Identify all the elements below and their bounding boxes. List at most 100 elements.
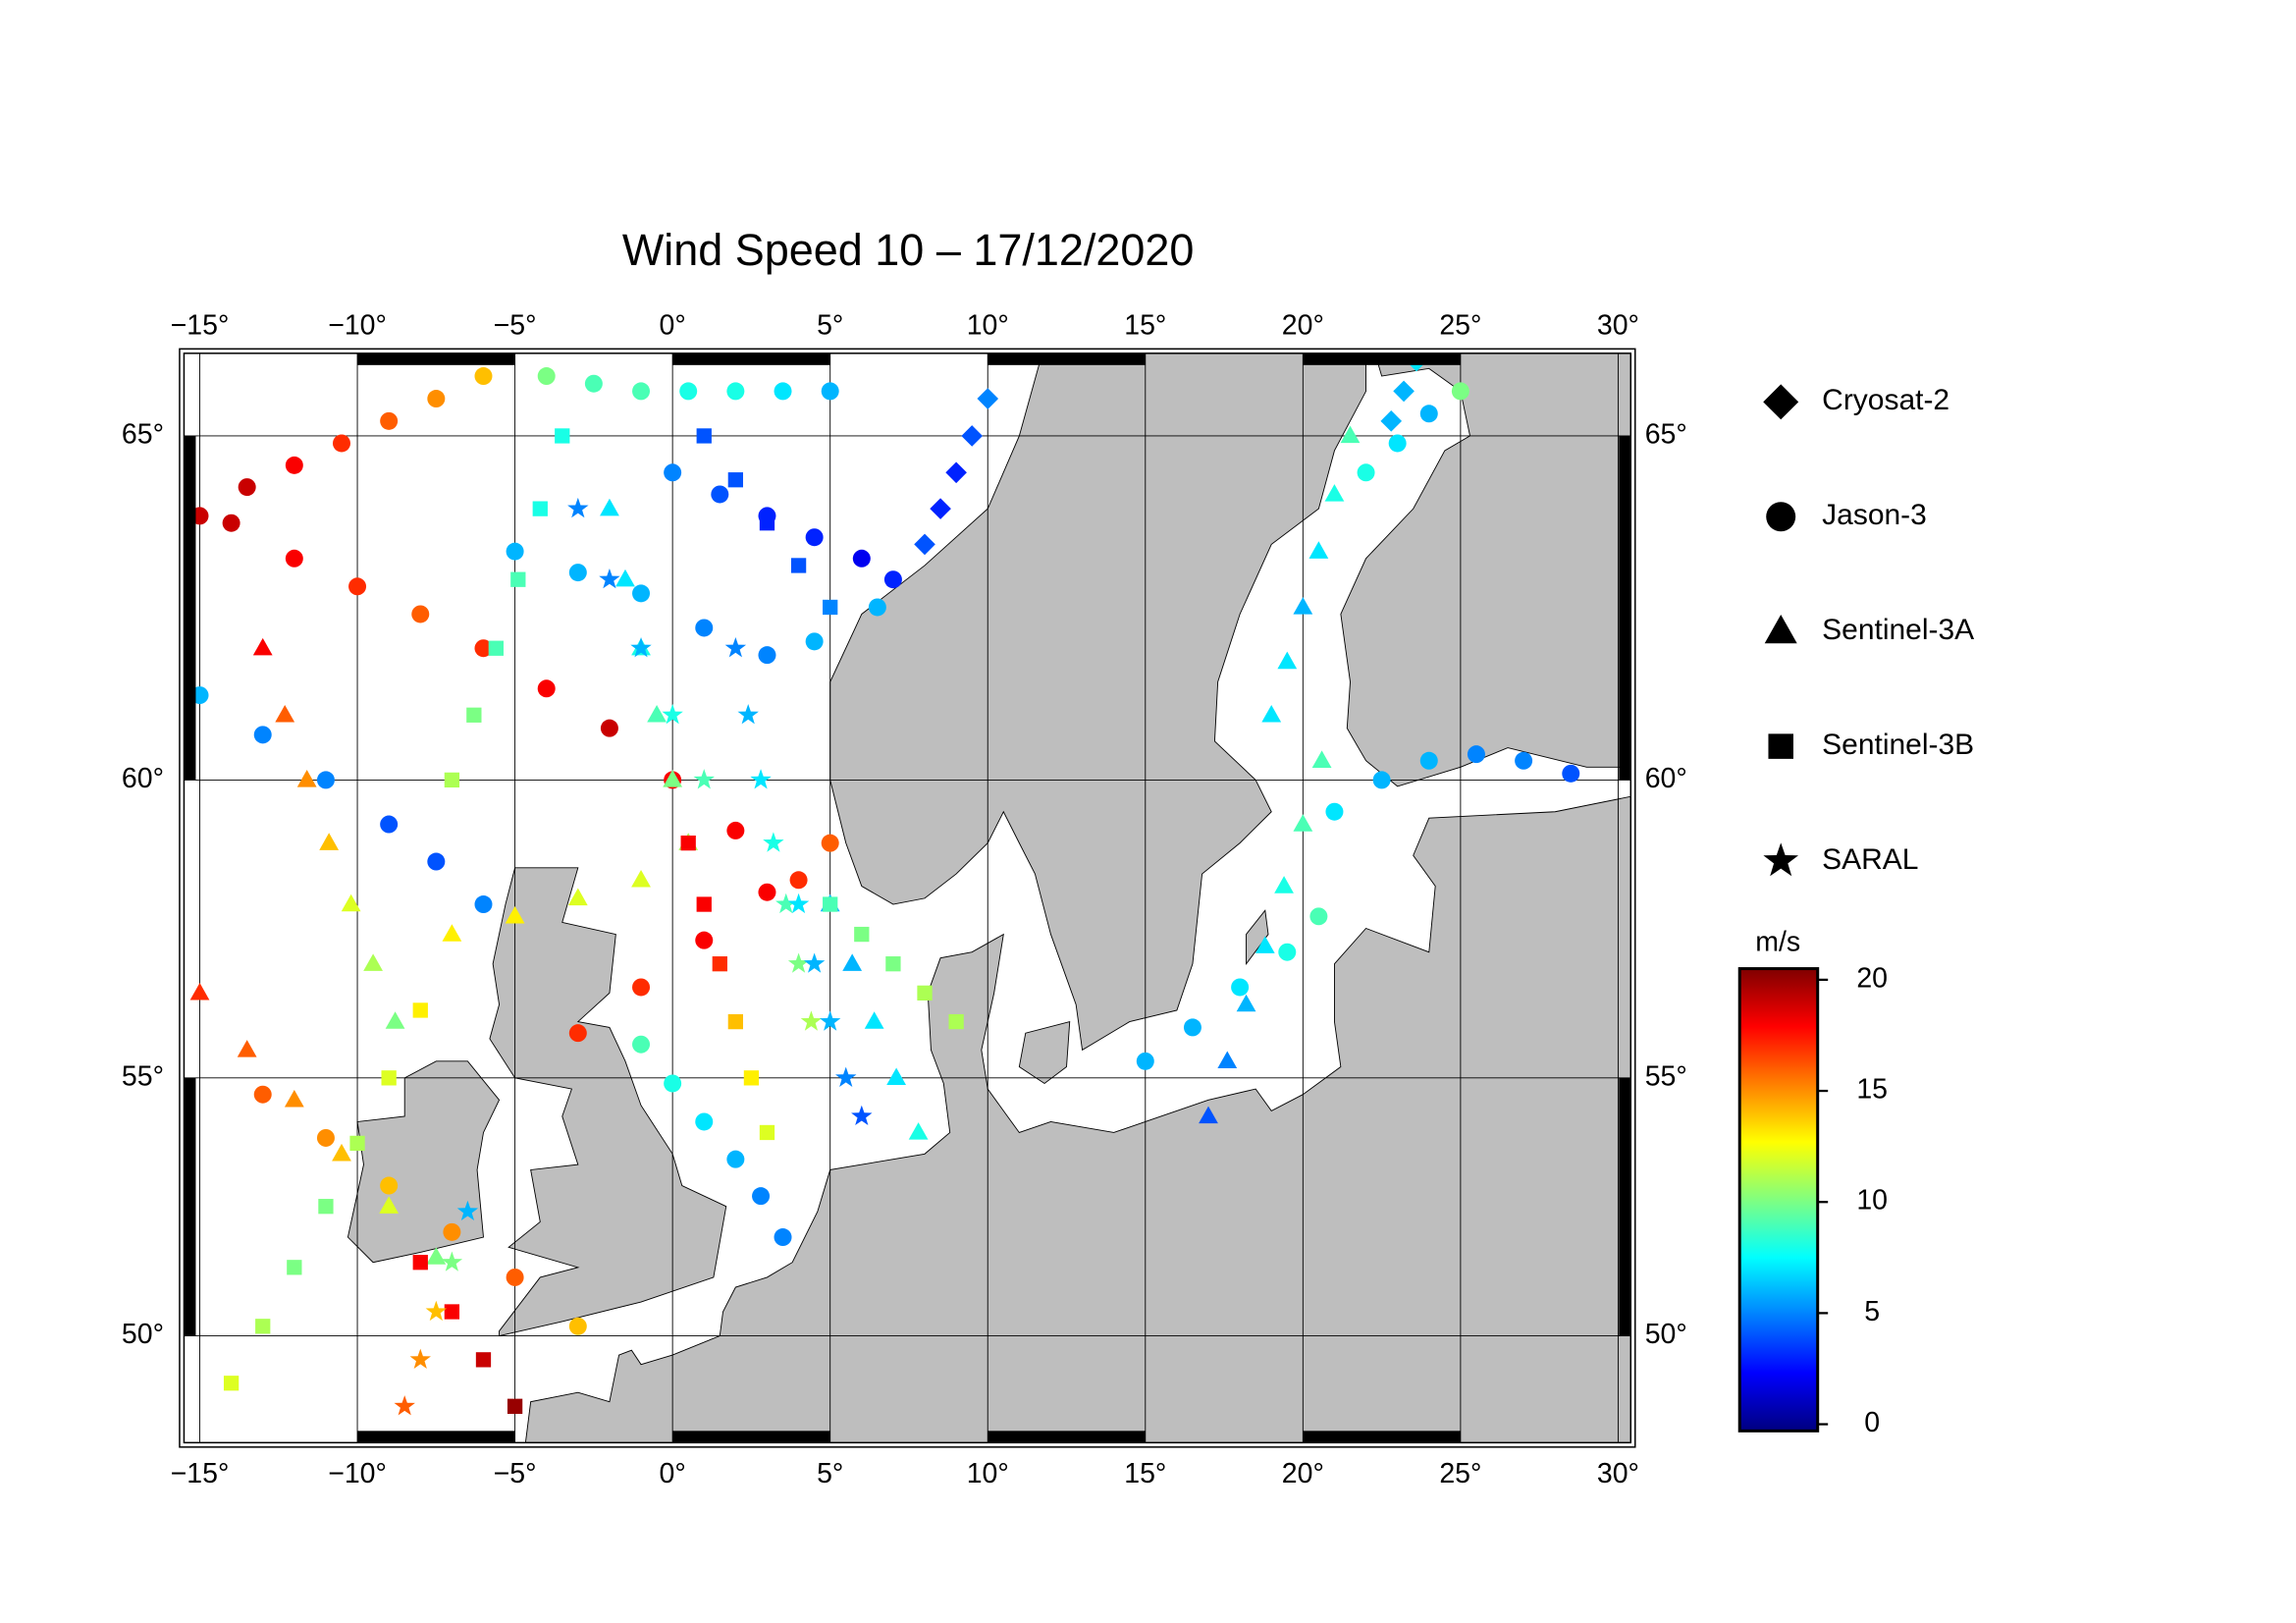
track-point [349, 1135, 365, 1152]
x-tick-label: 0° [660, 1458, 686, 1489]
track-point [1388, 434, 1407, 453]
track-point [823, 896, 838, 912]
track-point [632, 382, 651, 401]
x-tick-label: 25° [1439, 309, 1481, 341]
track-point [647, 704, 667, 723]
track-point [819, 1010, 841, 1031]
x-tick-label: 10° [967, 309, 1009, 341]
legend-marker [1766, 502, 1796, 532]
track-point [737, 704, 759, 725]
legend-label: Jason-3 [1822, 499, 1927, 531]
legend-marker [1763, 842, 1799, 877]
track-point [567, 497, 589, 518]
track-point [763, 832, 784, 852]
track-point [1231, 978, 1250, 997]
track-point [759, 1124, 775, 1141]
track-point [285, 549, 303, 568]
track-point [285, 456, 303, 474]
track-point [727, 472, 744, 488]
frame-bar [1303, 352, 1461, 365]
track-point [800, 1010, 823, 1031]
track-point [1136, 1052, 1154, 1070]
track-point [332, 434, 350, 453]
frame-border [179, 348, 1636, 1448]
track-point [961, 425, 983, 447]
track-point [1274, 876, 1294, 893]
track-point [507, 1398, 523, 1414]
frame-bar [357, 352, 515, 365]
track-point [695, 1112, 714, 1131]
track-point [379, 1196, 400, 1214]
track-point [1277, 651, 1298, 670]
track-point [238, 478, 256, 497]
track-point [341, 893, 361, 912]
track-point [758, 883, 776, 901]
track-point [506, 542, 524, 561]
track-point [223, 1376, 240, 1391]
track-point [255, 1319, 271, 1334]
track-point [1261, 704, 1282, 723]
track-point [842, 953, 863, 971]
track-point [726, 1150, 745, 1168]
track-point [886, 1067, 907, 1086]
track-point [774, 382, 792, 401]
track-point [444, 772, 460, 788]
track-point [774, 1228, 792, 1247]
track-point [427, 390, 446, 408]
track-point [475, 1352, 492, 1368]
track-point [506, 1268, 524, 1286]
track-point [252, 637, 273, 656]
track-point [787, 893, 810, 914]
track-point [568, 1024, 587, 1043]
track-point [1340, 425, 1361, 444]
track-point [695, 619, 714, 637]
track-point [695, 931, 714, 949]
track-point [1311, 750, 1332, 768]
track-point [296, 770, 317, 787]
track-point [917, 985, 933, 1001]
track-point [803, 952, 826, 973]
track-point [189, 983, 210, 1001]
x-tick-label: −5° [494, 309, 537, 341]
y-tick-label: 65° [122, 418, 164, 450]
y-tick-label: 60° [1645, 763, 1687, 794]
track-point [253, 1085, 272, 1104]
colorbar-tick-label: 5 [1864, 1296, 1880, 1327]
frame-bar [357, 1431, 515, 1443]
track-point [412, 1002, 428, 1018]
track-point [712, 956, 727, 972]
track-point [696, 896, 712, 912]
track-point [930, 498, 951, 519]
track-point [584, 374, 603, 393]
track-point [1467, 745, 1485, 764]
track-point [380, 815, 399, 834]
track-point [790, 558, 807, 573]
track-point [1309, 907, 1328, 926]
track-point [948, 1013, 964, 1030]
track-point [427, 852, 446, 871]
frame-bar [672, 352, 830, 365]
track-point [1380, 410, 1403, 432]
track-point [852, 549, 871, 568]
frame-bar [1619, 435, 1631, 781]
track-point [1324, 484, 1345, 502]
track-point [711, 485, 729, 504]
track-point [663, 770, 683, 787]
track-point [237, 1040, 257, 1057]
x-tick-label: −15° [171, 309, 230, 341]
x-tick-label: 15° [1124, 1458, 1166, 1489]
track-point [394, 1395, 415, 1416]
x-tick-label: 20° [1282, 1458, 1324, 1489]
track-point [1515, 751, 1533, 770]
y-tick-label: 55° [122, 1060, 164, 1092]
y-tick-label: 50° [1645, 1319, 1687, 1350]
track-point [758, 646, 776, 665]
track-point [750, 769, 772, 789]
track-point [380, 1176, 399, 1195]
track-point [426, 1247, 447, 1265]
track-point [443, 1222, 461, 1241]
track-point [505, 905, 525, 924]
track-point [851, 1105, 873, 1126]
